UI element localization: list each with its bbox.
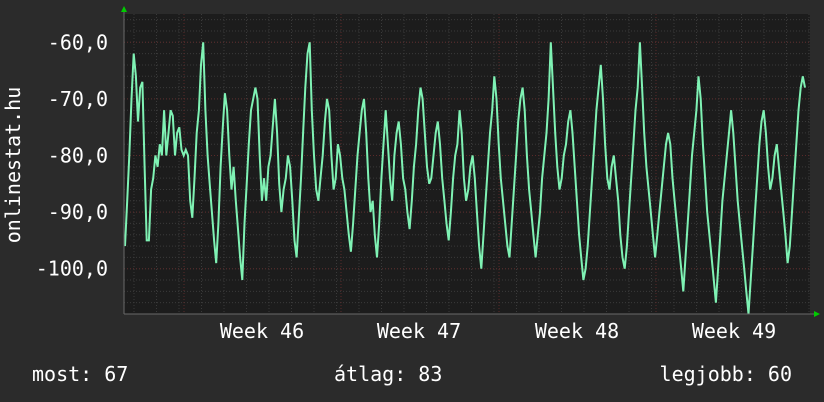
y-tick-label: -70,0 — [48, 87, 108, 111]
x-tick-label: Week 46 — [220, 319, 304, 343]
plot-area — [124, 14, 810, 314]
y-tick-label: -60,0 — [48, 30, 108, 54]
y-tick-label: -100,0 — [36, 257, 108, 281]
y-tick-label: -90,0 — [48, 200, 108, 224]
x-tick-labels: Week 46 Week 47 Week 48 Week 49 — [220, 319, 776, 343]
stat-average: átlag: 83 — [334, 362, 442, 386]
x-axis-arrow-icon — [814, 311, 820, 317]
stat-best: legjobb: 60 — [660, 362, 792, 386]
side-label: onlinestat.hu — [1, 87, 25, 244]
stat-current: most: 67 — [32, 362, 128, 386]
stat-current-label: most: — [32, 362, 93, 386]
axes — [121, 6, 820, 317]
y-axis-arrow-icon — [121, 6, 127, 12]
x-tick-label: Week 47 — [377, 319, 461, 343]
stat-best-value: 60 — [767, 362, 792, 386]
stat-average-value: 83 — [418, 362, 443, 386]
stat-best-label: legjobb: — [659, 362, 756, 386]
stat-average-label: átlag: — [334, 362, 407, 386]
x-tick-label: Week 49 — [692, 319, 776, 343]
stat-current-value: 67 — [104, 362, 129, 386]
x-tick-label: Week 48 — [535, 319, 619, 343]
series-line — [124, 42, 806, 315]
y-tick-label: -80,0 — [48, 144, 108, 168]
y-tick-labels: -60,0 -70,0 -80,0 -90,0 -100,0 — [36, 30, 108, 280]
